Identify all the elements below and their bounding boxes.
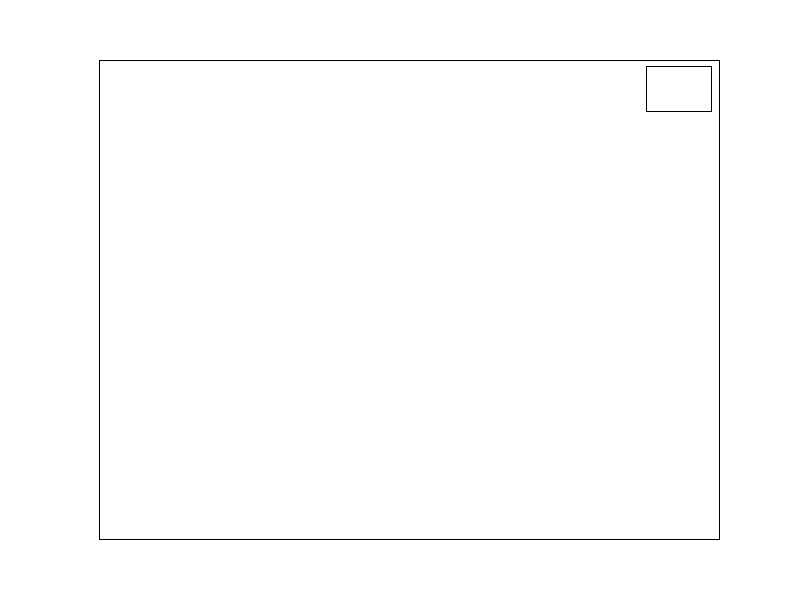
legend-item-fp (654, 91, 711, 110)
tp-swatch (654, 77, 680, 86)
fp-swatch (654, 96, 680, 105)
plot-area (99, 60, 720, 540)
legend-item-tp (654, 72, 711, 91)
legend (646, 66, 712, 112)
